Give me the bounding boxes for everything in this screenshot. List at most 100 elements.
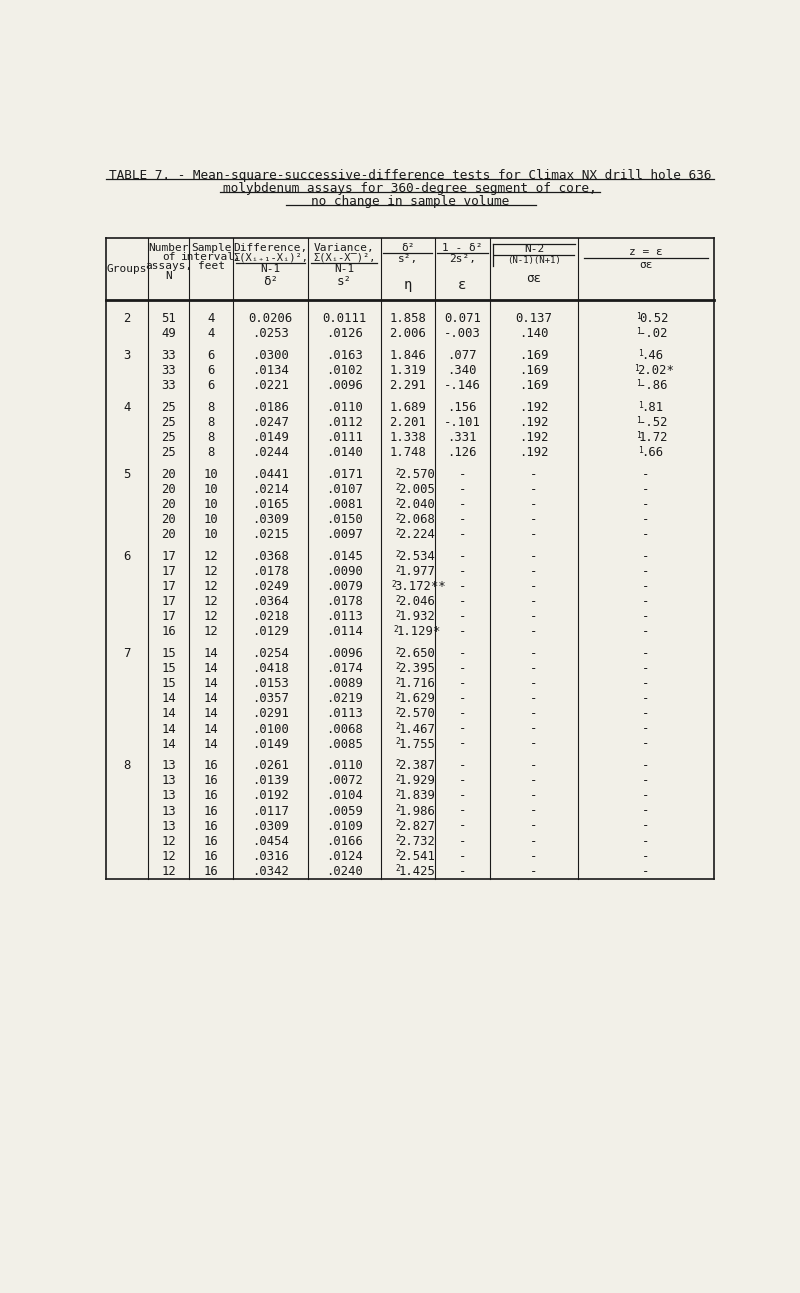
Text: 1: 1 [636,327,641,336]
Text: .0249: .0249 [252,581,289,593]
Text: N-2: N-2 [524,244,544,255]
Text: 16: 16 [204,790,218,803]
Text: 1.467: 1.467 [398,723,435,736]
Text: .0253: .0253 [252,327,289,340]
Text: .140: .140 [519,327,549,340]
Text: .156: .156 [447,401,477,415]
Text: 14: 14 [204,648,218,661]
Text: .0096: .0096 [326,379,362,393]
Text: -: - [458,513,466,526]
Text: 16: 16 [162,626,176,639]
Text: 2: 2 [391,579,396,588]
Text: Difference,: Difference, [234,243,308,253]
Text: -: - [458,790,466,803]
Text: 2: 2 [396,707,401,716]
Text: 1: 1 [636,431,641,440]
Text: -: - [458,775,466,787]
Text: δ²: δ² [401,243,414,253]
Text: .0214: .0214 [252,484,289,497]
Text: -: - [642,581,650,593]
Text: 33: 33 [162,349,176,362]
Text: .46: .46 [641,349,663,362]
Text: 1.72: 1.72 [639,432,668,445]
Text: -: - [530,737,538,750]
Text: 14: 14 [204,707,218,720]
Text: .0089: .0089 [326,678,362,690]
Text: .0171: .0171 [326,468,362,481]
Text: 17: 17 [162,551,176,564]
Text: 6: 6 [207,349,215,362]
Text: 16: 16 [204,865,218,878]
Text: -: - [642,707,650,720]
Text: ε: ε [458,278,466,292]
Text: 3.172**: 3.172** [394,581,446,593]
Text: z = ε: z = ε [629,247,663,257]
Text: -: - [642,484,650,497]
Text: -: - [642,468,650,481]
Text: -: - [642,865,650,878]
Text: 8: 8 [123,759,131,772]
Text: 14: 14 [204,678,218,690]
Text: .0097: .0097 [326,529,362,542]
Text: -: - [642,759,650,772]
Text: 2: 2 [396,513,401,522]
Text: Σ(Xᵢ₊₁-Xᵢ)²,: Σ(Xᵢ₊₁-Xᵢ)², [233,252,308,262]
Text: -: - [642,498,650,512]
Text: .0139: .0139 [252,775,289,787]
Text: 12: 12 [204,565,218,578]
Text: Variance,: Variance, [314,243,374,253]
Text: .0166: .0166 [326,834,362,847]
Text: 4: 4 [123,401,131,415]
Text: -: - [458,678,466,690]
Text: .0113: .0113 [326,610,362,623]
Text: 14: 14 [162,707,176,720]
Text: .0149: .0149 [252,432,289,445]
Text: 17: 17 [162,610,176,623]
Text: 1: 1 [638,446,643,455]
Text: -: - [642,596,650,609]
Text: 8: 8 [207,416,215,429]
Text: -: - [642,565,650,578]
Text: -: - [642,693,650,706]
Text: no change in sample volume: no change in sample volume [311,195,509,208]
Text: .0107: .0107 [326,484,362,497]
Text: 15: 15 [162,662,176,675]
Text: -: - [458,581,466,593]
Text: .0068: .0068 [326,723,362,736]
Text: 2: 2 [123,313,131,326]
Text: -: - [530,551,538,564]
Text: .0102: .0102 [326,365,362,378]
Text: .0165: .0165 [252,498,289,512]
Text: -.146: -.146 [444,379,481,393]
Text: 2: 2 [396,721,401,731]
Text: 12: 12 [204,581,218,593]
Text: -: - [642,834,650,847]
Text: 2: 2 [396,789,401,798]
Text: .0085: .0085 [326,737,362,750]
Text: .0215: .0215 [252,529,289,542]
Text: 12: 12 [204,551,218,564]
Text: 1.716: 1.716 [398,678,435,690]
Text: 10: 10 [204,529,218,542]
Text: -: - [530,865,538,878]
Text: -: - [458,759,466,772]
Text: .0117: .0117 [252,804,289,817]
Text: s²,: s², [398,255,418,265]
Text: 51: 51 [162,313,176,326]
Text: .0219: .0219 [326,693,362,706]
Text: η: η [403,278,412,292]
Text: Groups: Groups [107,264,147,274]
Text: 14: 14 [204,662,218,675]
Text: -: - [530,850,538,862]
Text: 2: 2 [396,864,401,873]
Text: 1.129*: 1.129* [396,626,441,639]
Text: 33: 33 [162,379,176,393]
Text: 1: 1 [636,416,641,424]
Text: 1.629: 1.629 [398,693,435,706]
Text: 5: 5 [123,468,131,481]
Text: .340: .340 [447,365,477,378]
Text: 20: 20 [162,484,176,497]
Text: -: - [458,648,466,661]
Text: 1: 1 [636,312,641,321]
Text: 13: 13 [162,804,176,817]
